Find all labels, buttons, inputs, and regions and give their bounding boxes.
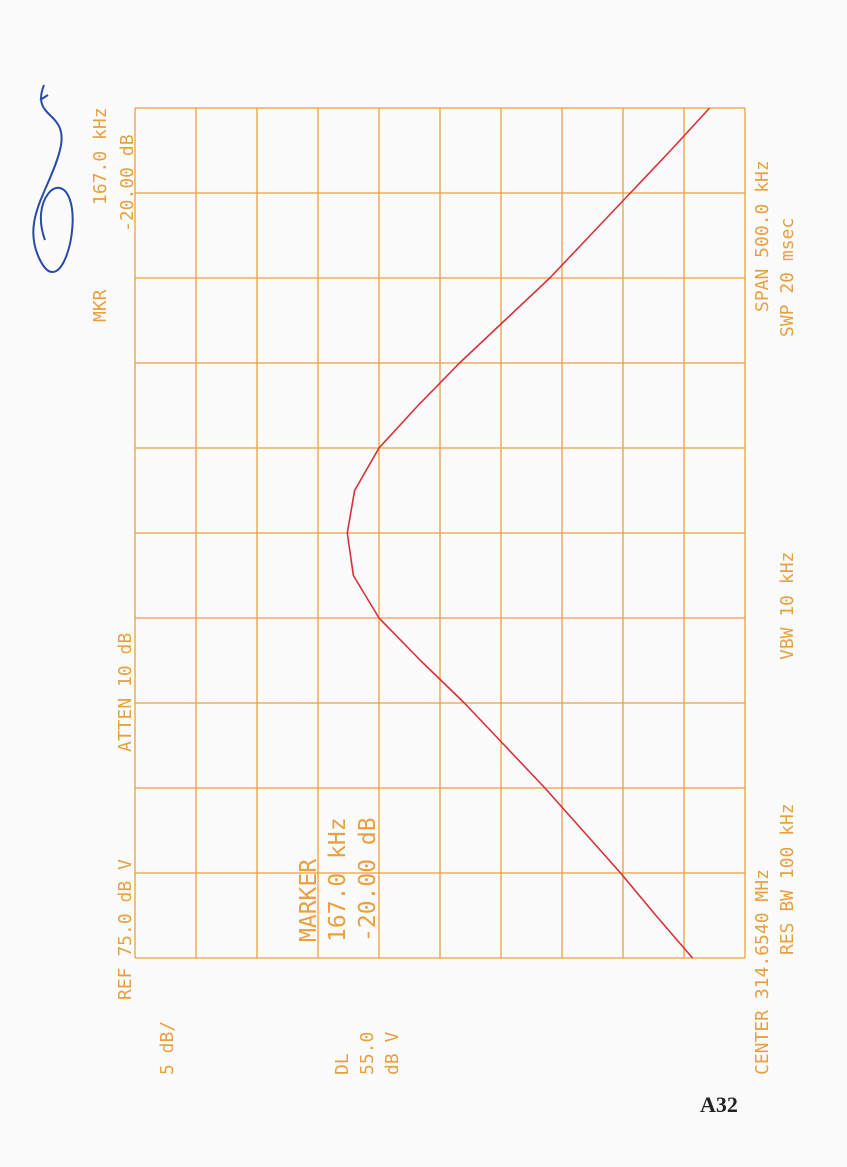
annotation: REF 75.0 dB V — [115, 859, 136, 1000]
trace — [346, 107, 711, 959]
annotation: RES BW 100 kHz — [777, 803, 798, 955]
annotation: MKR — [90, 289, 111, 322]
annotation: 55.0 — [357, 1032, 378, 1075]
annotation: 167.0 kHz — [90, 107, 111, 205]
annotation: MARKER — [296, 859, 322, 942]
annotation: 5 dB/ — [157, 1021, 178, 1075]
annotation: dB V — [382, 1031, 403, 1075]
annotation: VBW 10 kHz — [777, 552, 798, 660]
signature — [32, 84, 74, 273]
annotation: ATTEN 10 dB — [115, 633, 136, 752]
annotation: SWP 20 msec — [777, 218, 798, 337]
annotation: DL — [332, 1053, 353, 1075]
annotation: CENTER 314.6540 MHz — [752, 869, 773, 1075]
annotation: -20.00 dB — [117, 134, 138, 232]
annotation: 167.0 kHz — [325, 817, 351, 942]
annotation: -20.00 dB — [355, 817, 381, 942]
page-label: A32 — [700, 1092, 738, 1117]
annotation: SPAN 500.0 kHz — [752, 160, 773, 312]
